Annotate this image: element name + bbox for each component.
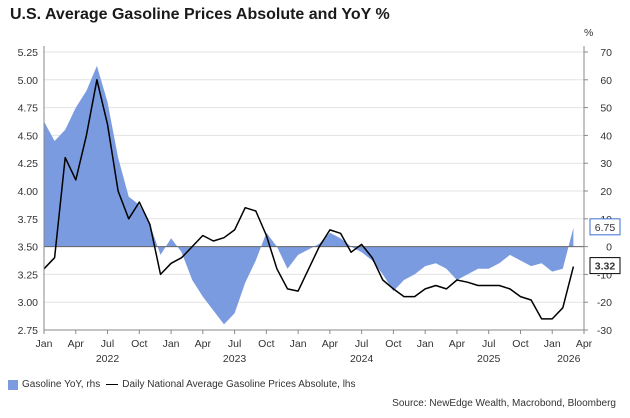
price-end-label: 3.32 [595,261,616,273]
x-month-label: Apr [68,338,85,350]
yoy-end-label-box [589,218,621,236]
right-tick-label: 40 [600,130,612,142]
left-tick-label: 4.25 [18,158,39,170]
left-tick-label: 3.50 [18,242,39,254]
x-month-label: Jul [101,338,114,350]
x-month-label: Jul [355,338,368,350]
x-month-label: Oct [258,338,274,350]
x-month-label: Jul [482,338,495,350]
left-tick-label: 5.25 [18,47,39,59]
left-tick-label: 3.25 [18,269,39,281]
yoy-area-series [44,65,574,325]
x-month-label: Oct [385,338,401,350]
right-tick-label: 50 [600,103,612,115]
legend-area-swatch [8,379,18,390]
legend-area-label: Gasoline YoY, rhs [22,379,101,390]
x-month-label: Apr [322,338,339,350]
left-tick-label: 5.00 [18,75,39,87]
legend-line-swatch [106,384,119,385]
x-month-label: Apr [576,338,593,350]
legend: Gasoline YoY, rhs Daily National Average… [8,379,356,390]
x-month-label: Jan [544,338,561,350]
left-tick-label: 4.75 [18,103,39,115]
x-month-label: Oct [512,338,528,350]
right-tick-label: 60 [600,75,612,87]
x-month-label: Jan [36,338,53,350]
yoy-end-label: 6.75 [595,222,616,234]
legend-line-label: Daily National Average Gasoline Prices A… [122,379,356,390]
source-note: Source: NewEdge Wealth, Macrobond, Bloom… [392,398,616,409]
right-tick-label: 70 [600,47,612,59]
price-line-series [43,79,575,320]
left-tick-label: 3.75 [18,214,39,226]
x-year-label: 2022 [96,353,120,365]
x-month-label: Jan [290,338,307,350]
x-year-label: 2026 [557,353,581,365]
right-tick-label: -30 [597,325,612,337]
x-month-label: Jan [417,338,434,350]
left-tick-label: 2.75 [18,325,39,337]
x-month-label: Apr [449,338,466,350]
chart-title: U.S. Average Gasoline Prices Absolute an… [10,6,390,23]
right-tick-label: 20 [600,186,612,198]
left-tick-label: 4.50 [18,130,39,142]
price-end-label-box [589,257,621,275]
left-tick-label: 3.00 [18,297,39,309]
x-year-label: 2024 [350,353,374,365]
left-tick-label: 4.00 [18,186,39,198]
right-tick-label: 0 [606,242,612,254]
x-month-label: Jul [228,338,241,350]
x-year-label: 2023 [223,353,247,365]
x-year-label: 2025 [477,353,501,365]
x-month-label: Jan [163,338,180,350]
right-tick-label: 30 [600,158,612,170]
right-tick-label: -20 [597,297,612,309]
right-axis-unit: % [584,27,593,39]
x-month-label: Apr [195,338,212,350]
x-month-label: Oct [131,338,147,350]
